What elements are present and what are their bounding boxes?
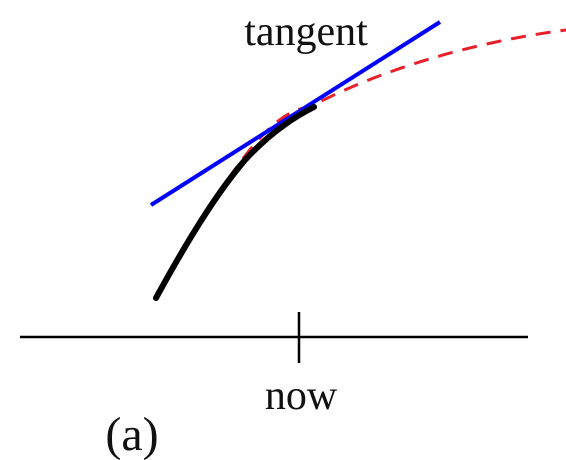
tangent-line xyxy=(149,20,442,207)
now-label: now xyxy=(265,373,338,419)
tangent-label: tangent xyxy=(244,9,368,55)
observed-curve xyxy=(153,104,317,301)
panel-label: (a) xyxy=(105,408,158,460)
